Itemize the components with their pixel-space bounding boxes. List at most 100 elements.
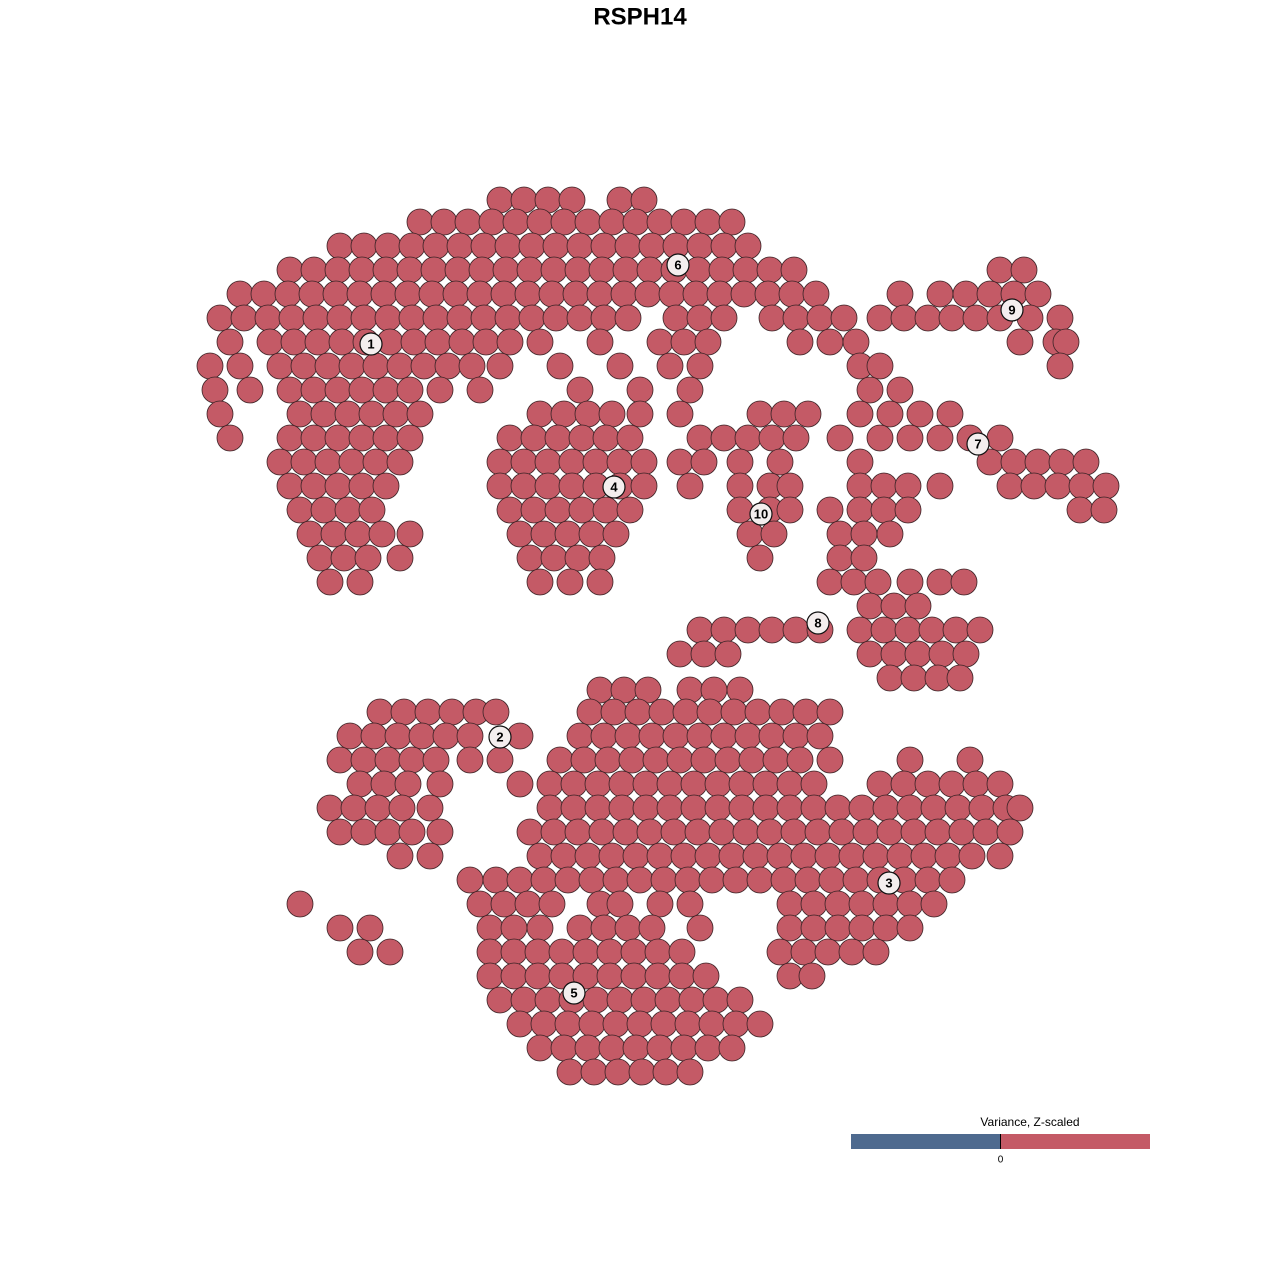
point xyxy=(896,914,924,942)
point xyxy=(516,818,544,846)
point xyxy=(468,256,496,284)
point xyxy=(700,676,728,704)
point xyxy=(614,304,642,332)
point xyxy=(510,986,538,1014)
point xyxy=(630,986,658,1014)
point xyxy=(920,890,948,918)
point xyxy=(866,770,894,798)
point xyxy=(396,376,424,404)
point xyxy=(306,544,334,572)
point xyxy=(326,304,354,332)
point xyxy=(710,722,738,750)
cluster-marker xyxy=(562,981,586,1005)
point xyxy=(398,232,426,260)
colorbar-high xyxy=(1000,1134,1150,1149)
point xyxy=(314,352,342,380)
point xyxy=(786,328,814,356)
point xyxy=(950,568,978,596)
point xyxy=(620,962,648,990)
point xyxy=(476,938,504,966)
point xyxy=(598,842,626,870)
point xyxy=(666,746,694,774)
point xyxy=(324,256,352,284)
point xyxy=(518,232,546,260)
point xyxy=(510,448,538,476)
point xyxy=(370,280,398,308)
point xyxy=(622,208,650,236)
point xyxy=(396,424,424,452)
point xyxy=(666,640,694,668)
point xyxy=(374,746,402,774)
point xyxy=(362,352,390,380)
point xyxy=(644,938,672,966)
point xyxy=(676,676,704,704)
point xyxy=(326,232,354,260)
point xyxy=(638,722,666,750)
point xyxy=(566,376,594,404)
point xyxy=(686,722,714,750)
point xyxy=(864,568,892,596)
point xyxy=(826,544,854,572)
point xyxy=(676,472,704,500)
point xyxy=(948,818,976,846)
point xyxy=(254,304,282,332)
point xyxy=(782,304,810,332)
point xyxy=(602,520,630,548)
point xyxy=(840,568,868,596)
point xyxy=(540,256,568,284)
point xyxy=(300,472,328,500)
point xyxy=(824,890,852,918)
point xyxy=(250,280,278,308)
point xyxy=(800,914,828,942)
point xyxy=(826,424,854,452)
point xyxy=(590,914,618,942)
point xyxy=(324,472,352,500)
point xyxy=(986,770,1014,798)
point xyxy=(776,914,804,942)
point xyxy=(758,616,786,644)
point xyxy=(266,352,294,380)
point xyxy=(424,328,452,356)
point xyxy=(370,770,398,798)
point xyxy=(606,448,634,476)
point xyxy=(432,722,460,750)
point xyxy=(986,842,1014,870)
point xyxy=(752,794,780,822)
point xyxy=(686,914,714,942)
point xyxy=(800,770,828,798)
point xyxy=(838,842,866,870)
point xyxy=(684,818,712,846)
point xyxy=(334,400,362,428)
point xyxy=(886,280,914,308)
cluster-label: 7 xyxy=(974,436,981,451)
point xyxy=(496,328,524,356)
point xyxy=(566,722,594,750)
cluster-marker xyxy=(749,502,773,526)
point xyxy=(670,208,698,236)
point xyxy=(422,232,450,260)
point xyxy=(904,592,932,620)
point xyxy=(786,746,814,774)
point xyxy=(880,640,908,668)
point xyxy=(580,1058,608,1086)
point xyxy=(726,448,754,476)
cluster-marker xyxy=(877,871,901,895)
point xyxy=(776,496,804,524)
point xyxy=(568,424,596,452)
point xyxy=(506,770,534,798)
point xyxy=(1046,352,1074,380)
point xyxy=(608,794,636,822)
point xyxy=(766,448,794,476)
point xyxy=(482,698,510,726)
point xyxy=(574,400,602,428)
point xyxy=(996,472,1024,500)
point xyxy=(348,256,376,284)
point xyxy=(566,304,594,332)
point xyxy=(1068,472,1096,500)
point xyxy=(334,496,362,524)
point xyxy=(696,698,724,726)
point xyxy=(226,352,254,380)
point xyxy=(790,842,818,870)
point xyxy=(470,304,498,332)
cluster-marker xyxy=(488,725,512,749)
